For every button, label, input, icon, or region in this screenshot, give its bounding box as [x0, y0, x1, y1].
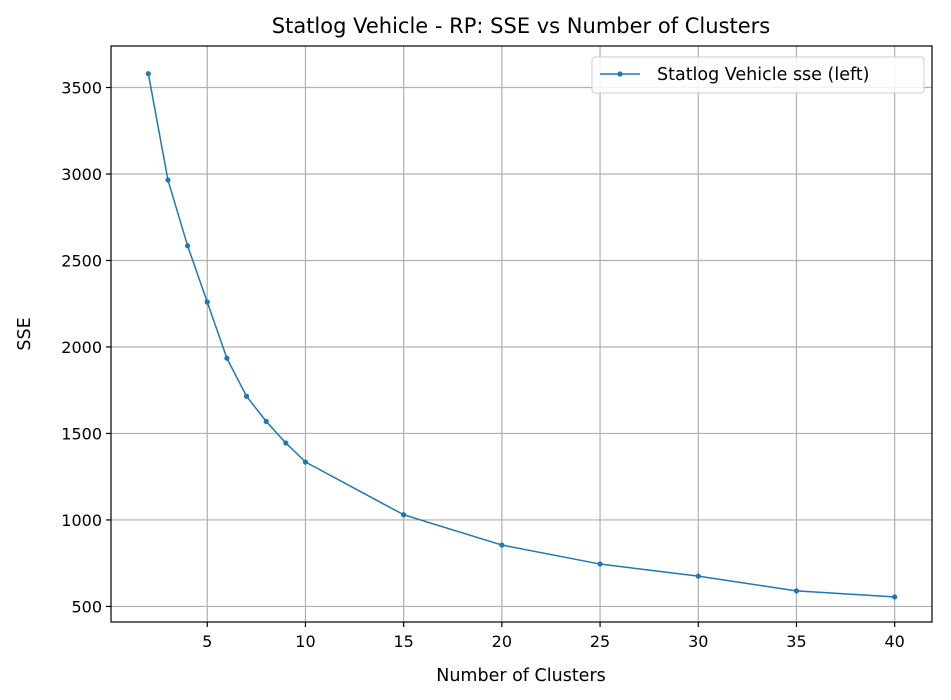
x-tick-label: 25	[590, 632, 610, 651]
y-tick-label: 2000	[61, 338, 102, 357]
data-point	[224, 355, 230, 361]
y-axis-label: SSE	[15, 317, 35, 350]
data-point	[892, 594, 898, 600]
data-point	[165, 177, 171, 183]
legend-marker-swatch	[617, 71, 623, 77]
data-point	[283, 440, 289, 446]
y-tick-label: 1500	[61, 424, 102, 443]
x-tick-label: 10	[295, 632, 315, 651]
y-tick-label: 3000	[61, 165, 102, 184]
data-point	[695, 573, 701, 579]
x-tick-label: 30	[688, 632, 708, 651]
grid-lines	[111, 46, 932, 622]
data-point	[401, 512, 407, 518]
x-tick-label: 35	[786, 632, 806, 651]
chart-title: Statlog Vehicle - RP: SSE vs Number of C…	[272, 14, 770, 38]
data-point	[793, 588, 800, 594]
series-layer	[145, 71, 898, 600]
data-point	[302, 459, 309, 465]
legend-label: Statlog Vehicle sse (left)	[657, 65, 870, 85]
legend: Statlog Vehicle sse (left)	[591, 56, 925, 94]
data-point	[263, 418, 269, 424]
data-point	[243, 393, 250, 399]
x-tick-label: 20	[492, 632, 512, 651]
y-tick-label: 3500	[61, 79, 102, 98]
x-tick-label: 15	[393, 632, 413, 651]
y-tick-label: 2500	[61, 251, 102, 270]
x-axis-label: Number of Clusters	[436, 666, 606, 686]
y-tick-label: 500	[71, 597, 102, 616]
x-tick-label: 5	[202, 632, 212, 651]
data-point	[185, 243, 191, 249]
data-point	[145, 71, 151, 77]
data-point	[204, 299, 210, 305]
x-tick-label: 40	[885, 632, 905, 651]
y-tick-label: 1000	[61, 511, 102, 530]
data-point	[597, 561, 603, 567]
plot-area-frame	[110, 45, 933, 623]
legend-box	[591, 56, 925, 94]
data-point	[499, 542, 505, 548]
axis-ticks: 5 10 15 20 25 30 35 40 500 1000 1500 2000 2500 3000 35…	[61, 79, 905, 651]
